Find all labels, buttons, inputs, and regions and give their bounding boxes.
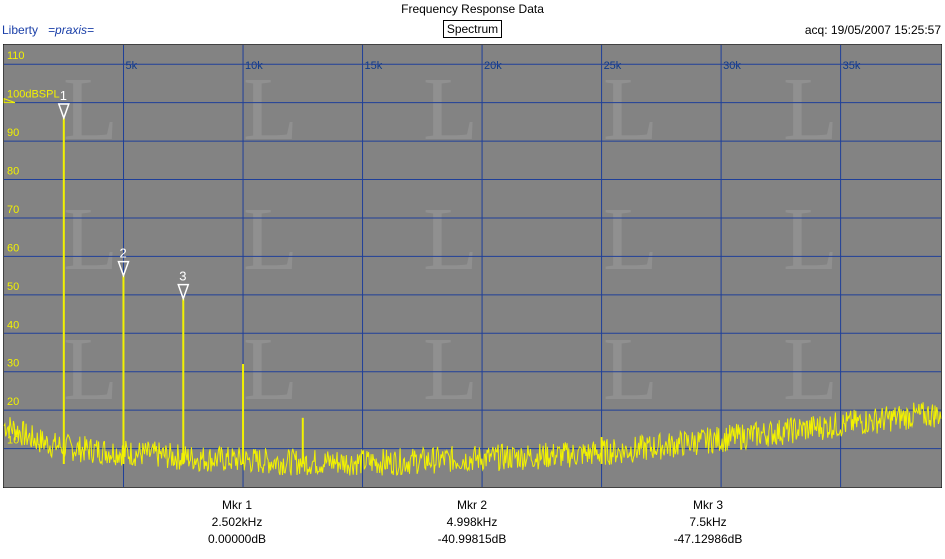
marker-2-readout: Mkr 2 4.998kHz -40.99815dB [392,497,552,548]
watermark-logo: L [783,190,838,289]
marker-2-label: Mkr 2 [457,498,487,512]
marker-number: 1 [60,88,67,103]
marker-3-freq: 7.5kHz [689,515,727,529]
x-tick-label: 20k [484,60,502,72]
x-tick-label: 15k [365,60,383,72]
y-tick-label: 110 [7,50,25,62]
marker-2-freq: 4.998kHz [446,515,498,529]
x-tick-label: 10k [245,60,263,72]
watermark-logo: L [783,60,838,159]
y-tick-label: 20 [7,396,19,408]
watermark-logo: L [603,190,658,289]
watermark-logo: L [423,320,478,419]
watermark-logo: L [243,60,298,159]
y-tick-label: 50 [7,281,19,293]
marker-1-level: 0.00000dB [207,532,267,546]
y-tick-label: 80 [7,166,19,178]
x-tick-label: 25k [604,60,622,72]
y-tick-label: 100dBSPL [7,89,60,101]
marker-3-readout: Mkr 3 7.5kHz -47.12986dB [628,497,788,548]
y-tick-label: 10 [7,435,19,447]
chart-title: Frequency Response Data [401,2,544,16]
watermark-logo: L [243,320,298,419]
marker-3-label: Mkr 3 [693,498,723,512]
brand-name: Liberty [2,23,39,37]
brand-product: =praxis= [48,23,95,37]
marker-number: 3 [179,269,186,284]
x-tick-label: 5k [126,60,138,72]
marker-2-level: -40.99815dB [437,532,507,546]
view-mode-selector[interactable]: Spectrum [443,20,502,38]
marker-triangle [57,103,70,121]
marker-triangle [117,260,130,278]
brand-logo: Liberty =praxis= [2,23,94,37]
watermark-logo: L [603,320,658,419]
y-tick-label: 60 [7,242,19,254]
plot-area [3,44,942,488]
watermark-logo: L [63,60,118,159]
marker-1-freq: 2.502kHz [211,515,263,529]
y-tick-label: 40 [7,319,19,331]
watermark-logo: L [63,320,118,419]
y-tick-label: 30 [7,358,19,370]
watermark-logo: L [63,190,118,289]
watermark-logo: L [603,60,658,159]
x-tick-label: 30k [723,60,741,72]
marker-1-label: Mkr 1 [222,498,252,512]
marker-number: 2 [119,246,126,261]
reference-level-icon [3,97,16,104]
marker-triangle [177,283,190,301]
marker-readouts: Mkr 1 2.502kHz 0.00000dB Mkr 2 4.998kHz … [0,497,945,557]
x-tick-label: 35k [843,60,861,72]
acquisition-timestamp: acq: 19/05/2007 15:25:57 [804,23,941,37]
watermark-logo: L [783,320,838,419]
marker-1-readout: Mkr 1 2.502kHz 0.00000dB [157,497,317,548]
spectrum-plot[interactable]: L L L L LL L L L LL L L L L5k 10k 15k 20k 25k 30k 35k10203… [3,44,942,488]
y-tick-label: 90 [7,127,19,139]
noise-trace [3,402,942,476]
watermark-logo: L [423,60,478,159]
watermark-logo: L [243,190,298,289]
y-tick-label: 70 [7,204,19,216]
watermark-logo: L [423,190,478,289]
marker-3-level: -47.12986dB [673,532,743,546]
